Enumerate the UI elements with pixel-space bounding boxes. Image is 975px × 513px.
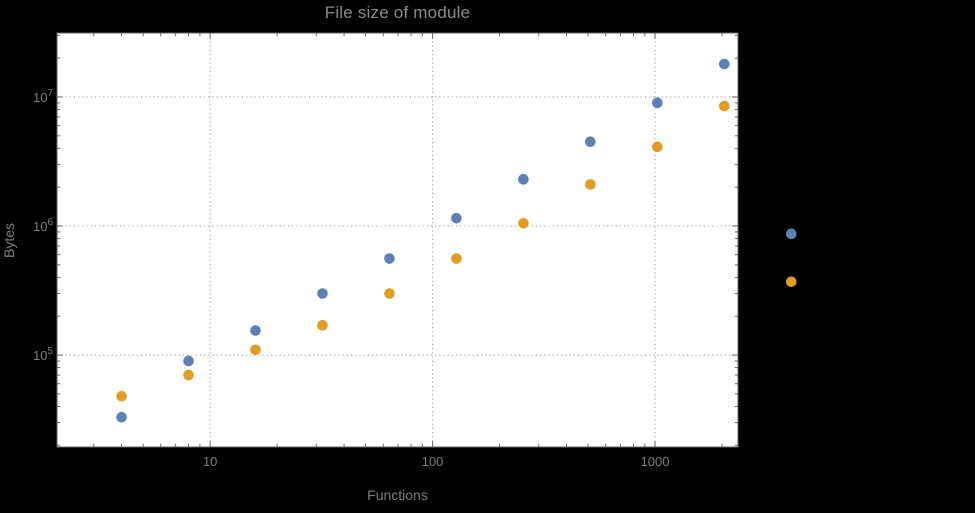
data-point-series-1-blue — [116, 411, 127, 423]
data-point-series-1-blue — [183, 355, 194, 367]
data-point-series-1-blue — [585, 136, 596, 148]
data-point-series-1-blue — [719, 58, 730, 70]
data-point-series-2-orange — [585, 179, 596, 190]
plot-frame — [56, 32, 739, 448]
tick-label-y: 106 — [33, 217, 53, 234]
data-point-series-2-orange — [785, 276, 797, 288]
data-point-series-2-orange — [250, 344, 261, 356]
plot-background — [57, 33, 738, 447]
data-point-series-2-orange — [317, 320, 328, 331]
tick-label-x: 1000 — [641, 454, 670, 469]
tick-label-x: 10 — [203, 454, 217, 469]
tick-label-y: 105 — [33, 346, 53, 363]
data-point-series-1-blue — [384, 253, 395, 264]
data-point-series-2-orange — [384, 288, 395, 299]
data-point-series-1-blue — [451, 212, 462, 224]
x-axis-label: Functions — [367, 487, 428, 503]
data-point-series-2-orange — [652, 141, 663, 153]
data-point-series-1-blue — [250, 325, 261, 336]
data-point-series-2-orange — [719, 100, 730, 112]
data-point-series-2-orange — [451, 253, 462, 264]
data-point-series-1-blue — [518, 174, 529, 185]
data-point-series-2-orange — [116, 390, 127, 402]
chart-title: File size of module — [324, 3, 471, 22]
data-point-series-1-blue — [785, 228, 797, 240]
data-point-series-1-blue — [652, 97, 663, 109]
data-point-series-2-orange — [183, 369, 194, 381]
tick-label-x: 100 — [422, 454, 444, 469]
tick-label-y: 107 — [33, 88, 53, 105]
data-point-series-1-blue — [317, 288, 328, 299]
data-point-series-2-orange — [518, 217, 529, 229]
